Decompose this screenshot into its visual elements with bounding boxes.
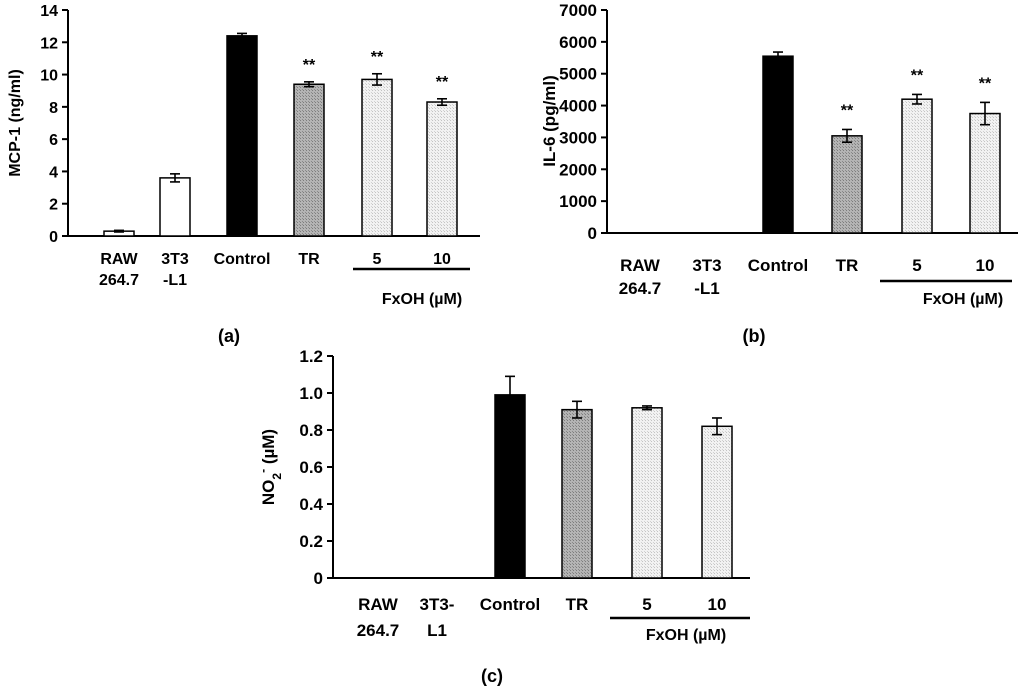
group-label: FxOH (µM) [382,291,462,308]
y-tick-label: 0.8 [299,421,323,440]
bar-b-4 [901,98,933,234]
category-label: TR [836,256,859,275]
y-tick-label: 10 [40,68,58,85]
category-label: 5 [912,256,921,275]
category-label: -L1 [694,279,720,298]
significance-label: ** [303,57,316,74]
panel-label: (a) [218,326,240,346]
bar-c-2 [494,394,526,579]
y-tick-label: 1.0 [299,384,323,403]
y-tick-label: 1.2 [299,347,323,366]
category-label: 5 [373,251,382,268]
panel-label: (b) [743,326,766,346]
significance-label: ** [436,74,449,91]
group-label: FxOH (µM) [923,291,1003,308]
bar-a-5 [426,101,458,237]
panel-a-chart: 0 2 4 6 8 10 12 14 MCP-1 (ng/ml) RAW 264.7 3T3 -L1 Co… [7,3,480,346]
category-label: 10 [433,251,451,268]
category-label: 5 [642,595,651,614]
bar-b-3 [831,135,863,234]
category-label: TR [566,595,589,614]
y-tick-label: 2000 [559,160,597,179]
significance-label: ** [371,49,384,66]
bar-c-5 [701,425,733,579]
y-tick-label: 5000 [559,65,597,84]
category-label: RAW [100,251,138,268]
bar-b-5 [969,112,1001,234]
y-tick-label: 6 [49,132,58,149]
category-label: -L1 [163,272,187,289]
y-tick-label: 12 [40,35,58,52]
bar-c-3 [561,408,593,579]
panel-b-chart: 0 1000 2000 3000 4000 5000 6000 7000 IL-6 (pg/ml… [540,1,1018,346]
y-tick-label: 0 [49,229,58,246]
category-label: 3T3 [692,256,721,275]
y-axis-label: NO2- (µM) [256,429,284,505]
y-tick-label: 0 [588,224,597,243]
category-label: 264.7 [619,279,662,298]
group-label: FxOH (µM) [646,627,726,644]
y-tick-label: 3000 [559,128,597,147]
significance-label: ** [841,102,854,119]
y-axis-label: IL-6 (pg/ml) [540,75,559,167]
y-tick-label: 4 [49,164,58,181]
category-label: Control [480,595,540,614]
category-label: RAW [358,595,399,614]
y-tick-label: 6000 [559,33,597,52]
category-label: 3T3- [420,595,455,614]
bar-b-2 [762,55,794,234]
y-tick-label: 4000 [559,97,597,116]
bar-c-4 [631,407,663,579]
y-tick-label: 0.6 [299,458,323,477]
y-tick-label: 0.2 [299,532,323,551]
bar-a-4 [361,78,393,237]
category-label: L1 [427,621,447,640]
category-label: TR [298,251,320,268]
y-tick-label: 2 [49,197,58,214]
panel-c-chart: 0 0.2 0.4 0.6 0.8 1.0 1.2 NO2- (µM) RAW 264.7 3T3-… [256,347,750,686]
y-tick-label: 7000 [559,1,597,20]
category-label: 3T3 [161,251,189,268]
y-tick-label: 8 [49,100,58,117]
category-label: RAW [620,256,661,275]
bar-a-1 [159,177,191,237]
y-tick-label: 14 [40,3,58,20]
category-label: 264.7 [99,272,139,289]
significance-label: ** [979,75,992,92]
bar-a-3 [293,83,325,237]
bar-a-2 [226,35,258,237]
category-label: 10 [708,595,727,614]
category-label: 10 [976,256,995,275]
y-tick-label: 0.4 [299,495,323,514]
y-axis-label: MCP-1 (ng/ml) [7,69,24,177]
y-tick-label: 1000 [559,192,597,211]
category-label: Control [748,256,808,275]
category-label: Control [214,251,271,268]
y-tick-label: 0 [314,569,323,588]
significance-label: ** [911,67,924,84]
panel-label: (c) [481,666,503,686]
category-label: 264.7 [357,621,400,640]
